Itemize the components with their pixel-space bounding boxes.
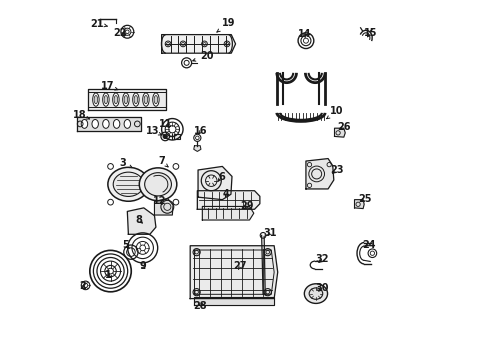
Ellipse shape [113, 172, 143, 197]
Text: 14: 14 [297, 29, 311, 39]
Text: 5: 5 [122, 240, 129, 250]
Polygon shape [77, 117, 141, 131]
Polygon shape [202, 206, 253, 220]
Text: 24: 24 [361, 240, 375, 250]
Polygon shape [88, 89, 165, 111]
Polygon shape [334, 128, 345, 137]
Ellipse shape [113, 120, 120, 128]
Text: 32: 32 [315, 254, 328, 264]
Ellipse shape [122, 93, 129, 106]
Text: 30: 30 [315, 283, 328, 293]
Text: 8: 8 [135, 215, 142, 225]
Text: 19: 19 [217, 18, 235, 32]
Ellipse shape [139, 168, 177, 201]
Ellipse shape [104, 95, 107, 104]
Text: 2: 2 [80, 282, 86, 292]
Polygon shape [162, 35, 235, 53]
Text: 11: 11 [158, 118, 172, 129]
Text: 22: 22 [113, 28, 127, 38]
Text: 15: 15 [363, 28, 376, 38]
Text: 27: 27 [233, 261, 246, 271]
Text: 29: 29 [240, 201, 254, 211]
Text: 12: 12 [152, 197, 166, 206]
Text: 28: 28 [193, 301, 206, 311]
Polygon shape [354, 200, 364, 208]
Ellipse shape [108, 167, 149, 201]
Polygon shape [197, 191, 259, 209]
Ellipse shape [81, 120, 87, 128]
Text: 26: 26 [336, 122, 350, 132]
Ellipse shape [114, 95, 118, 104]
Ellipse shape [142, 93, 149, 106]
Text: 7: 7 [158, 157, 168, 167]
Circle shape [163, 134, 167, 139]
Ellipse shape [144, 173, 171, 196]
Ellipse shape [132, 93, 139, 106]
Ellipse shape [124, 95, 127, 104]
Ellipse shape [94, 95, 98, 104]
Ellipse shape [92, 120, 98, 128]
Polygon shape [190, 246, 277, 298]
Ellipse shape [134, 95, 138, 104]
Ellipse shape [93, 93, 99, 106]
Ellipse shape [152, 93, 159, 106]
Ellipse shape [102, 120, 109, 128]
Ellipse shape [304, 284, 327, 303]
Bar [173, 134, 180, 139]
Polygon shape [193, 146, 201, 152]
Text: 20: 20 [192, 51, 213, 61]
Ellipse shape [112, 93, 119, 106]
Text: 18: 18 [73, 110, 89, 120]
Text: 1: 1 [104, 270, 111, 280]
Text: 9: 9 [139, 261, 146, 271]
Text: 10: 10 [326, 107, 343, 119]
Polygon shape [127, 208, 156, 234]
Polygon shape [198, 166, 231, 200]
Text: 31: 31 [263, 228, 276, 238]
Ellipse shape [308, 288, 322, 299]
Text: 3: 3 [119, 158, 132, 168]
Polygon shape [193, 297, 274, 305]
Text: 21: 21 [90, 18, 107, 28]
Text: 23: 23 [329, 165, 343, 175]
Text: 16: 16 [194, 126, 207, 136]
Polygon shape [154, 199, 173, 215]
Ellipse shape [144, 95, 147, 104]
Ellipse shape [102, 93, 109, 106]
Ellipse shape [124, 120, 130, 128]
Text: 17: 17 [101, 81, 118, 91]
Text: 13: 13 [145, 126, 162, 136]
Polygon shape [305, 158, 333, 189]
Text: 4: 4 [222, 189, 229, 199]
Ellipse shape [154, 95, 157, 104]
Text: 6: 6 [218, 172, 224, 182]
Text: 25: 25 [358, 194, 371, 203]
